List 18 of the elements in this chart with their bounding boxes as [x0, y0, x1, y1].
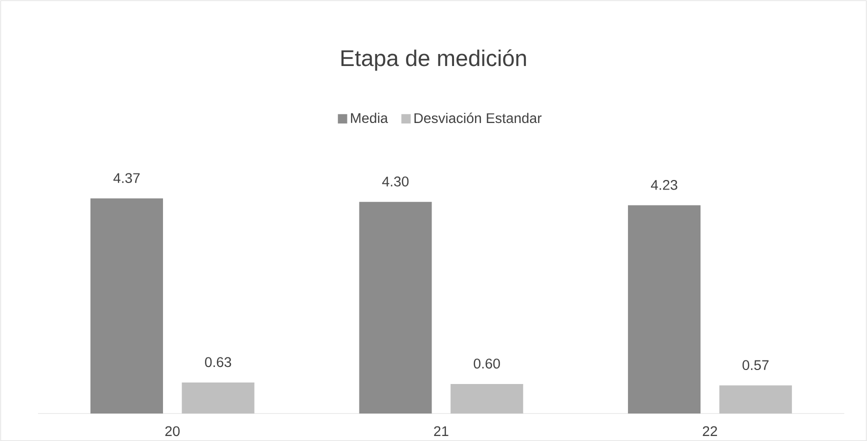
legend-label: Media	[351, 112, 388, 123]
data-label: 0.57	[742, 360, 769, 370]
x-tick-label: 22	[702, 426, 718, 436]
data-label: 0.60	[474, 358, 500, 368]
data-label: 0.63	[205, 356, 232, 367]
data-label: 4.23	[650, 180, 678, 190]
chart-title: Etapa de medición	[341, 49, 526, 70]
x-tick-label: 20	[165, 426, 180, 436]
bar	[359, 202, 432, 414]
data-label: 4.30	[382, 176, 409, 186]
data-label: 4.37	[113, 172, 140, 183]
legend-label: Desviación Estandar	[414, 112, 542, 123]
bar	[90, 198, 164, 414]
bar	[450, 384, 524, 414]
bar	[719, 385, 792, 414]
x-tick-label: 21	[434, 426, 448, 436]
bar	[628, 205, 701, 414]
bar	[182, 382, 254, 414]
